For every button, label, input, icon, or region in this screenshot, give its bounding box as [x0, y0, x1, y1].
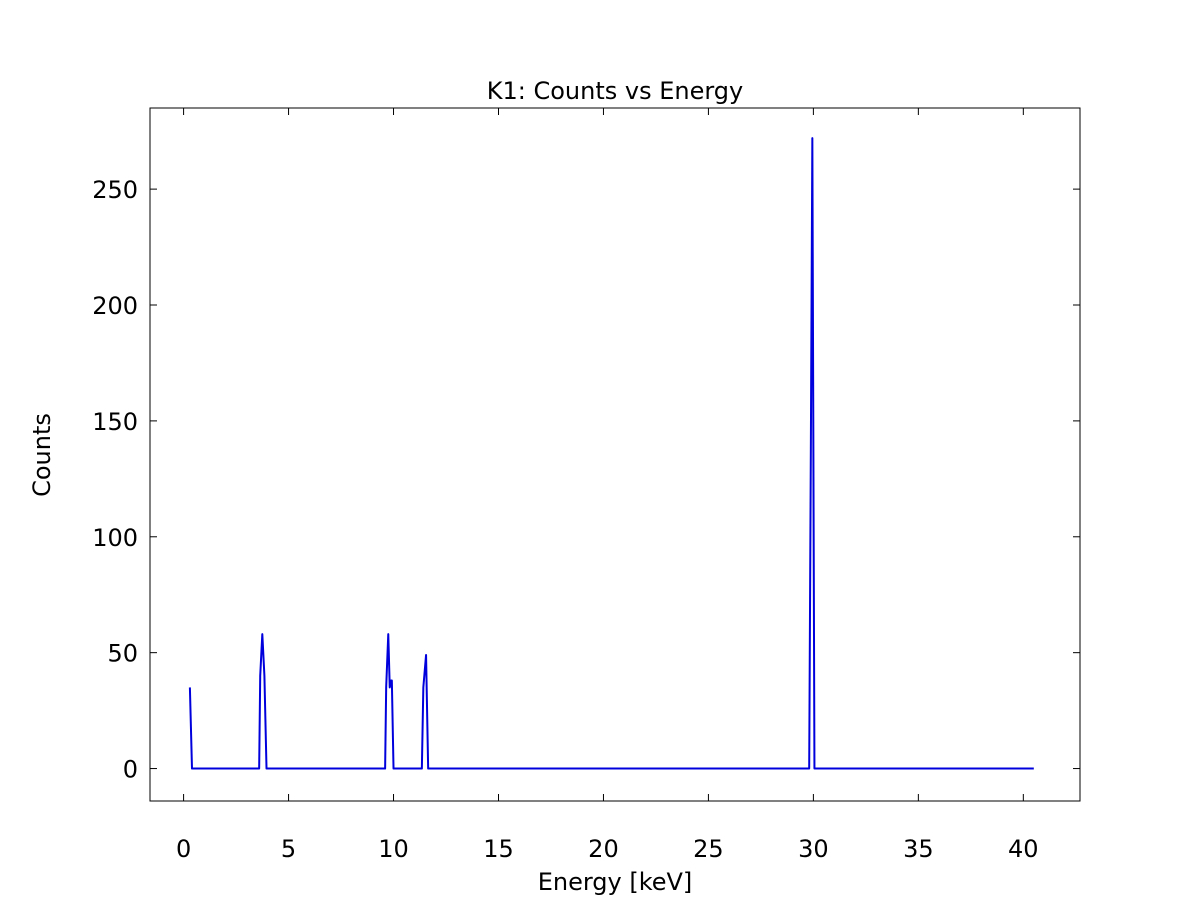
series-line [188, 137, 1034, 770]
y-tick-label: 100 [92, 524, 138, 552]
x-tick-label: 10 [378, 835, 409, 863]
y-tick-label: 50 [107, 640, 138, 668]
plot-frame [149, 107, 1081, 802]
x-tick-label: 25 [693, 835, 724, 863]
x-tick-label: 30 [798, 835, 829, 863]
x-tick-label: 0 [176, 835, 191, 863]
y-tick-label: 150 [92, 408, 138, 436]
y-axis-label: Counts [28, 413, 56, 497]
y-tick-label: 0 [123, 756, 138, 784]
series-group [188, 137, 1034, 770]
x-tick-label: 5 [281, 835, 296, 863]
x-tick-label: 15 [483, 835, 514, 863]
x-axis-label: Energy [keV] [538, 868, 693, 896]
x-tick-label: 35 [903, 835, 934, 863]
axis-ticks: 0 5 10 15 20 25 30 35 40 0 50 100 150 200 250 [92, 108, 1080, 863]
x-tick-label: 20 [588, 835, 619, 863]
chart-title: K1: Counts vs Energy [487, 77, 744, 105]
y-tick-label: 250 [92, 176, 138, 204]
y-tick-label: 200 [92, 292, 138, 320]
x-tick-label: 40 [1008, 835, 1039, 863]
